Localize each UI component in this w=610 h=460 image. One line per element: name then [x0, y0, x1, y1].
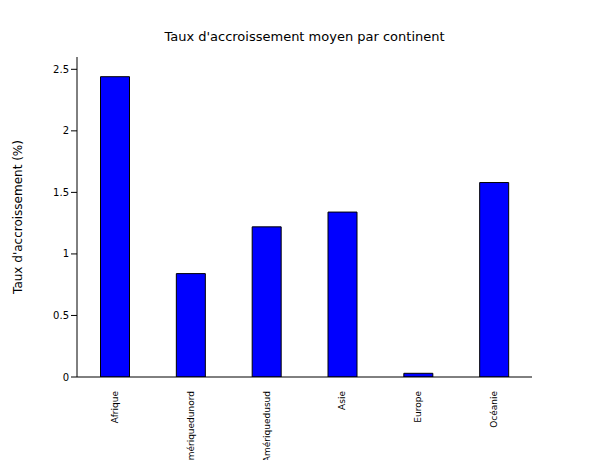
svg-text:2: 2 — [63, 125, 69, 136]
svg-text:Afrique: Afrique — [110, 391, 120, 424]
html-text:Taux d'accroissement moyen par: Taux d'accroissement moyen par continent — [164, 29, 445, 44]
svg-text:2.5: 2.5 — [53, 64, 69, 75]
svg-text:Asie: Asie — [337, 391, 347, 410]
svg-text:Taux d'accroissement (%): Taux d'accroissement (%) — [11, 140, 25, 295]
svg-text:Amériquedunord: Amériquedunord — [186, 391, 196, 460]
svg-text:Europe: Europe — [413, 391, 423, 423]
svg-text:1: 1 — [63, 248, 69, 259]
svg-text:0: 0 — [63, 372, 69, 383]
svg-text:Amériquedusud: Amériquedusud — [262, 391, 272, 460]
svg-text:Océanie: Océanie — [489, 391, 499, 428]
svg-text:1.5: 1.5 — [53, 187, 69, 198]
svg-text:0.5: 0.5 — [53, 310, 69, 321]
